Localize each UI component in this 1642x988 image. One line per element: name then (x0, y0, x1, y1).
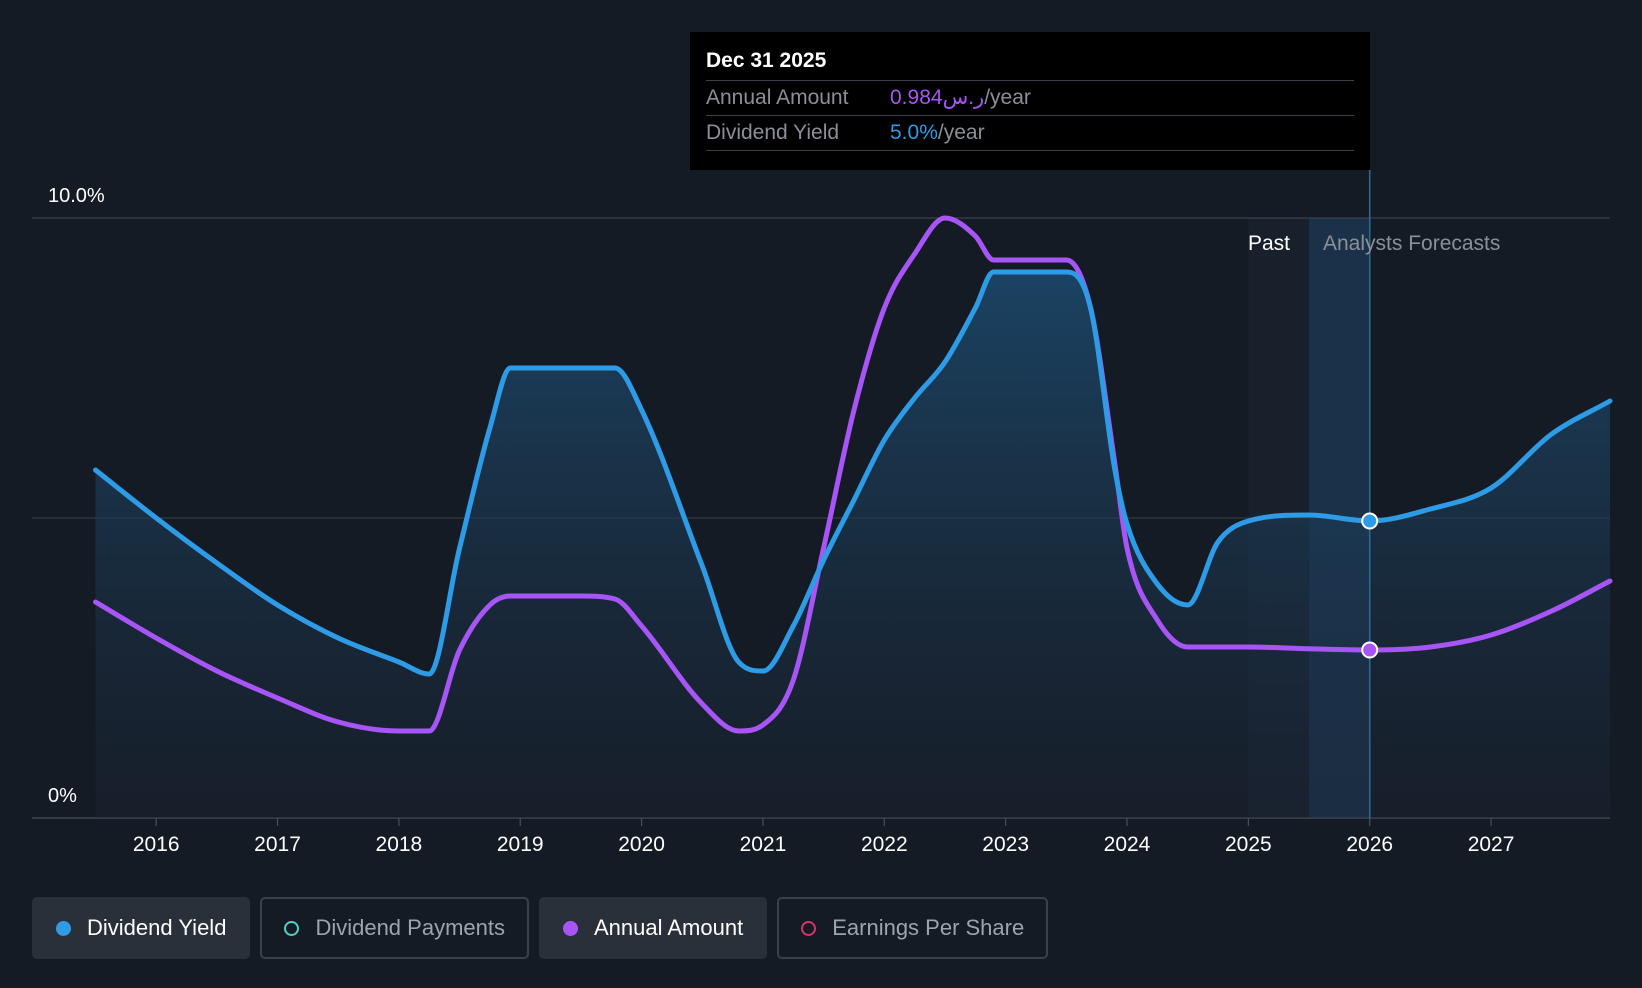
tooltip-date: Dec 31 2025 (706, 49, 827, 72)
x-tick-label-2025: 2025 (1225, 833, 1272, 856)
region-label-forecast: Analysts Forecasts (1323, 232, 1500, 255)
x-tick-label-2024: 2024 (1104, 833, 1151, 856)
x-tick-label-2027: 2027 (1468, 833, 1515, 856)
annual-amount-marker (1361, 641, 1379, 659)
chart-tooltip: Dec 31 2025 Annual Amount 0.984ر.س /year… (690, 32, 1370, 170)
y-tick-label: 0% (48, 785, 77, 807)
tooltip-annual-unit: /year (984, 86, 1031, 109)
region-label-past: Past (1248, 232, 1290, 255)
legend-dividend-payments[interactable]: Dividend Payments (260, 897, 529, 959)
chart-legend: Dividend Yield Dividend Payments Annual … (32, 897, 1049, 959)
annual-amount-line (93, 215, 1613, 734)
x-tick-label-2017: 2017 (254, 833, 301, 856)
x-tick-label-2016: 2016 (133, 833, 180, 856)
x-tick-label-2023: 2023 (982, 833, 1029, 856)
legend-annual-amount[interactable]: Annual Amount (538, 897, 768, 959)
dividend-yield-area (95, 272, 1610, 818)
x-tick-label-2026: 2026 (1346, 833, 1393, 856)
legend-earnings-per-share[interactable]: Earnings Per Share (777, 897, 1049, 959)
tooltip-row-annual: Annual Amount 0.984ر.س /year (706, 80, 1354, 115)
legend-dot-icon (56, 920, 71, 936)
x-tick-label-2021: 2021 (740, 833, 787, 856)
legend-label: Earnings Per Share (832, 915, 1025, 940)
tooltip-annual-label: Annual Amount (706, 86, 849, 109)
x-tick-label-2018: 2018 (376, 833, 423, 856)
legend-dot-icon (284, 920, 300, 936)
legend-dividend-yield[interactable]: Dividend Yield (32, 897, 251, 959)
tooltip-yield-value: 5.0% (890, 121, 938, 144)
legend-dot-icon (562, 920, 578, 936)
tooltip-yield-unit: /year (937, 121, 985, 144)
dividend-yield-marker (1361, 512, 1379, 530)
legend-label: Annual Amount (593, 915, 744, 940)
legend-label: Dividend Yield (87, 915, 227, 940)
legend-dot-icon (801, 920, 817, 936)
tooltip-annual-value: 0.984ر.س (890, 86, 985, 109)
tooltip-yield-label: Dividend Yield (706, 121, 840, 144)
tooltip-row-yield: Dividend Yield 5.0% /year (706, 115, 1354, 151)
y-tick-label: 10.0% (48, 185, 105, 207)
x-tick-label-2022: 2022 (861, 833, 908, 856)
x-tick-label-2019: 2019 (497, 833, 544, 856)
legend-label: Dividend Payments (315, 915, 505, 940)
dividend-yield-line (93, 269, 1613, 677)
x-tick-label-2020: 2020 (618, 833, 665, 856)
